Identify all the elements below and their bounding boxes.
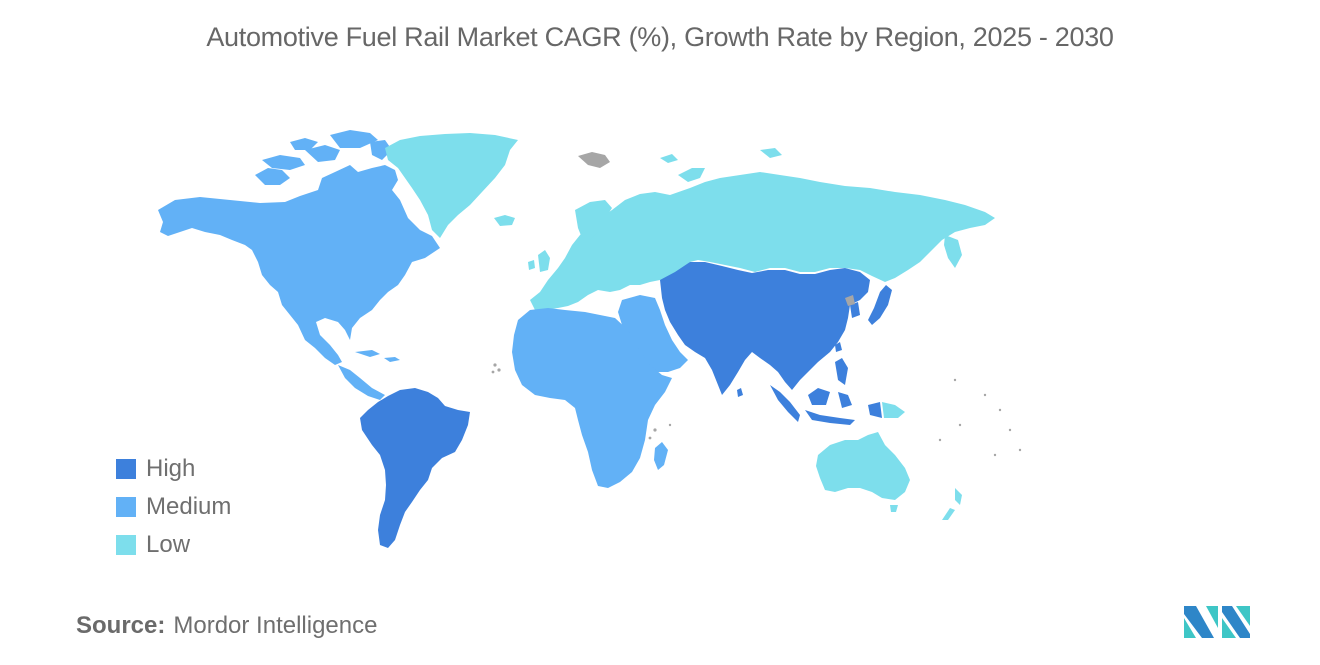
source-note: Source: Mordor Intelligence bbox=[76, 612, 377, 640]
legend: High Medium Low bbox=[116, 450, 231, 564]
region-svalbard bbox=[578, 152, 610, 168]
region-greenland bbox=[385, 133, 518, 238]
legend-label-high: High bbox=[146, 455, 196, 482]
region-north-america bbox=[158, 130, 440, 400]
legend-label-medium: Medium bbox=[146, 493, 232, 520]
region-oceania bbox=[816, 402, 962, 520]
legend-item-medium: Medium bbox=[116, 488, 231, 526]
region-africa bbox=[512, 308, 672, 488]
chart-title: Automotive Fuel Rail Market CAGR (%), Gr… bbox=[206, 22, 1114, 52]
region-small-islands bbox=[491, 363, 1022, 457]
legend-item-high: High bbox=[116, 450, 231, 488]
legend-swatch-low bbox=[116, 535, 136, 555]
region-middle-east bbox=[618, 295, 688, 372]
region-europe-russia bbox=[528, 148, 995, 310]
legend-item-low: Low bbox=[116, 526, 231, 564]
legend-swatch-high bbox=[116, 459, 136, 479]
region-north-korea bbox=[845, 295, 855, 306]
legend-swatch-medium bbox=[116, 497, 136, 517]
source-label: Source: bbox=[76, 612, 166, 639]
source-value: Mordor Intelligence bbox=[173, 612, 378, 639]
mordor-intelligence-logo-icon bbox=[1184, 606, 1250, 638]
legend-label-low: Low bbox=[146, 531, 191, 558]
region-asia bbox=[660, 262, 892, 425]
region-south-america bbox=[360, 388, 470, 548]
